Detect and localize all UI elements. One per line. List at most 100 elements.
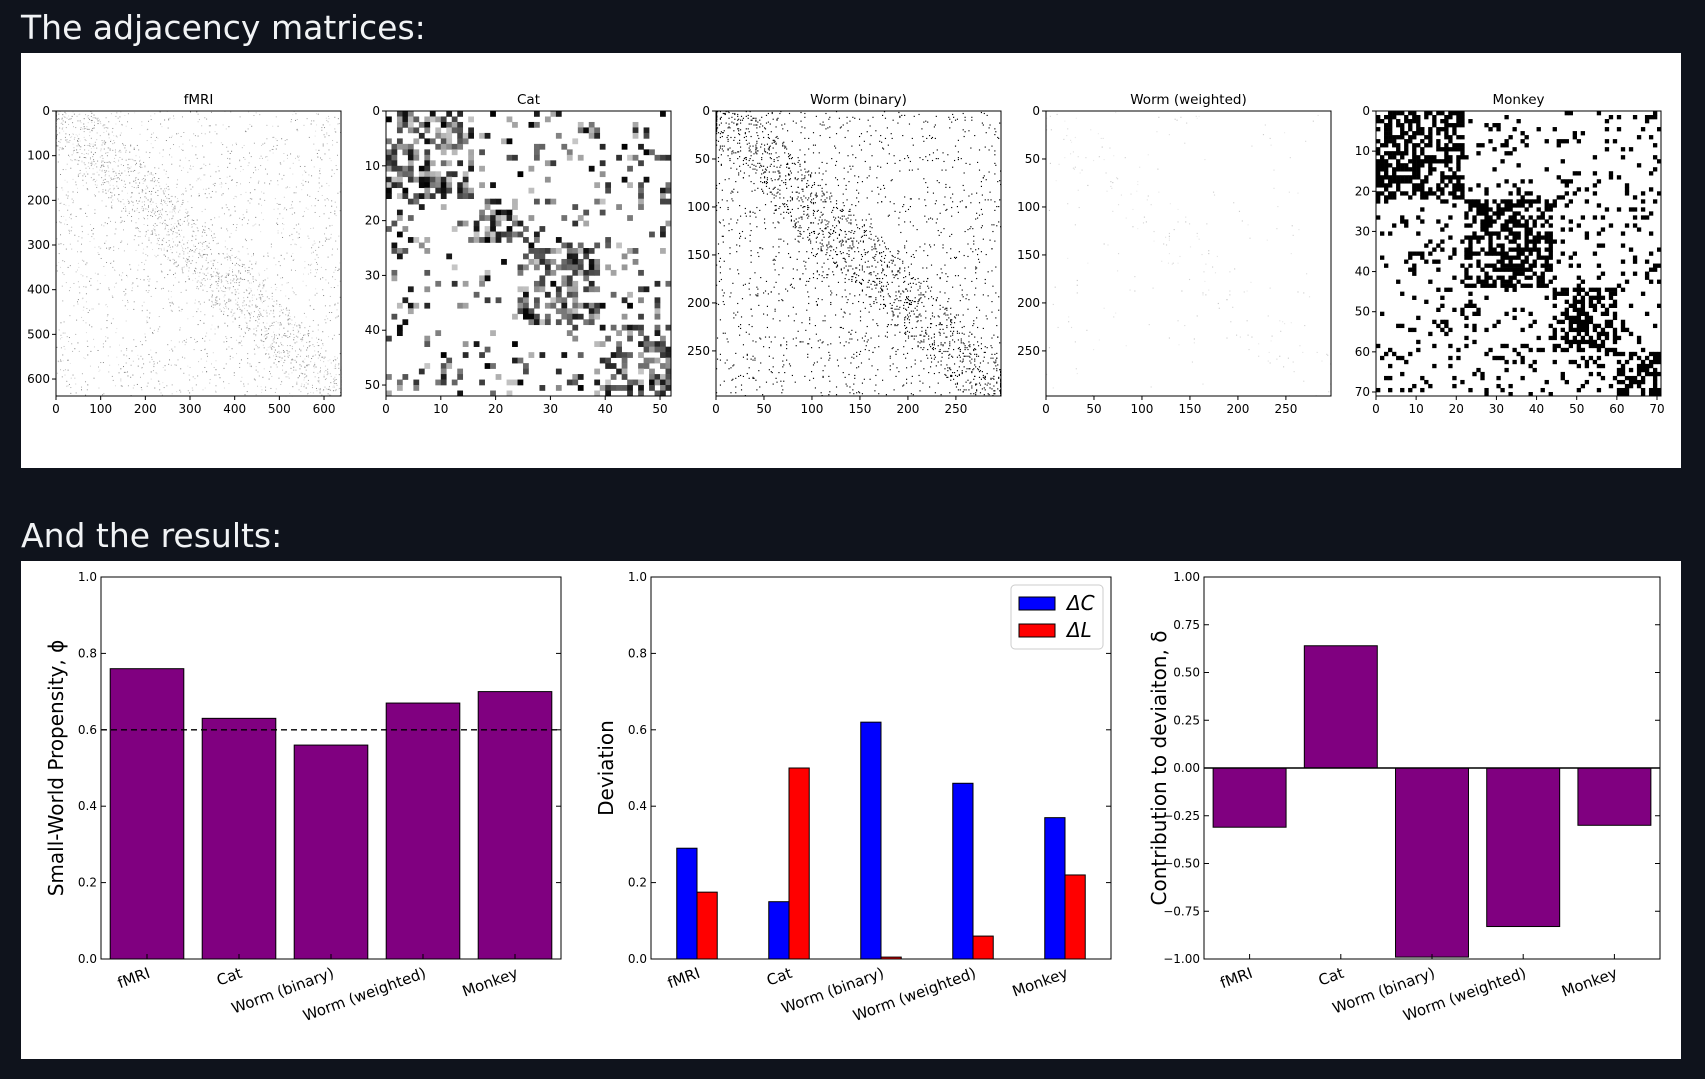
matrix-cell bbox=[721, 132, 723, 134]
matrix-cell bbox=[272, 125, 274, 127]
matrix-cell bbox=[218, 280, 220, 282]
matrix-cell bbox=[809, 323, 811, 325]
matrix-cell bbox=[457, 187, 464, 194]
matrix-cell bbox=[246, 327, 248, 329]
matrix-cell bbox=[276, 140, 278, 142]
matrix-cell bbox=[869, 125, 871, 127]
matrix-cell bbox=[67, 359, 69, 361]
matrix-cell bbox=[594, 341, 601, 347]
matrix-cell bbox=[764, 204, 767, 206]
matrix-cell bbox=[665, 385, 672, 391]
matrix-cell bbox=[863, 271, 865, 273]
matrix-cell bbox=[85, 394, 87, 396]
matrix-cell bbox=[808, 257, 810, 259]
matrix-cell bbox=[318, 381, 320, 383]
matrix-cell bbox=[81, 237, 83, 239]
matrix-cell bbox=[566, 275, 573, 282]
matrix-cell bbox=[759, 162, 761, 164]
matrix-cell bbox=[194, 224, 196, 226]
matrix-cell bbox=[173, 284, 175, 286]
matrix-cell bbox=[210, 142, 212, 144]
matrix-cell bbox=[517, 231, 524, 238]
matrix-cell bbox=[451, 149, 458, 156]
matrix-cell bbox=[154, 226, 156, 228]
matrix-cell bbox=[213, 260, 215, 262]
matrix-cell bbox=[446, 127, 453, 134]
matrix-cell bbox=[935, 200, 937, 202]
matrix-cell bbox=[238, 272, 240, 274]
matrix-cell bbox=[311, 384, 313, 386]
matrix-cell bbox=[85, 301, 87, 303]
matrix-cell bbox=[337, 270, 339, 272]
matrix-cell bbox=[206, 234, 208, 236]
matrix-cell bbox=[102, 343, 104, 345]
matrix-cell bbox=[150, 115, 152, 117]
matrix-cell bbox=[289, 351, 291, 353]
matrix-cell bbox=[106, 247, 108, 249]
matrix-cell bbox=[173, 115, 175, 117]
matrix-cell bbox=[114, 161, 116, 163]
matrix-cell bbox=[435, 132, 442, 139]
matrix-cell bbox=[737, 191, 739, 193]
matrix-cell bbox=[727, 111, 729, 113]
matrix-cell bbox=[317, 324, 319, 326]
matrix-cell bbox=[102, 191, 104, 193]
matrix-cell bbox=[189, 250, 191, 252]
matrix-cell bbox=[266, 156, 268, 158]
matrix-cell bbox=[176, 266, 178, 268]
matrix-cell bbox=[150, 378, 152, 380]
matrix-cell bbox=[201, 211, 203, 213]
matrix-cell bbox=[544, 302, 551, 309]
matrix-cell bbox=[402, 111, 409, 117]
matrix-cell bbox=[170, 201, 172, 203]
matrix-cell bbox=[317, 190, 319, 192]
matrix-cell bbox=[241, 312, 243, 314]
matrix-cell bbox=[265, 156, 267, 158]
matrix-cell bbox=[123, 220, 125, 222]
matrix-cell bbox=[528, 165, 535, 172]
matrix-cell bbox=[849, 245, 851, 247]
matrix-cell bbox=[844, 258, 846, 260]
matrix-cell bbox=[627, 379, 633, 386]
matrix-cell bbox=[583, 209, 590, 216]
matrix-cell bbox=[192, 279, 194, 281]
matrix-cell bbox=[190, 337, 192, 339]
matrix-cell bbox=[605, 187, 612, 194]
matrix-cell bbox=[154, 232, 156, 234]
matrix-cell bbox=[495, 198, 502, 205]
matrix-cell bbox=[303, 384, 305, 386]
matrix-cell bbox=[216, 271, 218, 273]
matrix-cell bbox=[177, 211, 179, 213]
matrix-cell bbox=[296, 356, 298, 358]
matrix-cell bbox=[121, 123, 123, 125]
matrix-cell bbox=[893, 277, 895, 279]
matrix-cell bbox=[746, 372, 748, 375]
matrix-cell bbox=[243, 383, 245, 385]
matrix-cell bbox=[260, 296, 262, 298]
matrix-cell bbox=[151, 180, 153, 182]
matrix-cell bbox=[122, 143, 124, 145]
matrix-cell bbox=[555, 264, 562, 271]
matrix-cell bbox=[998, 377, 1000, 379]
matrix-cell bbox=[85, 175, 87, 177]
matrix-cell bbox=[103, 393, 105, 395]
matrix-cell bbox=[649, 379, 655, 386]
matrix-cell bbox=[970, 147, 972, 149]
matrix-cell bbox=[181, 169, 183, 171]
matrix-cell bbox=[291, 233, 293, 235]
matrix-cell bbox=[814, 194, 816, 196]
matrix-cell bbox=[248, 328, 250, 330]
matrix-cell bbox=[196, 219, 198, 221]
matrix-cell bbox=[69, 287, 71, 289]
matrix-cell bbox=[124, 186, 126, 188]
matrix-cell bbox=[320, 388, 322, 390]
matrix-cell bbox=[223, 387, 225, 389]
matrix-cell bbox=[921, 330, 923, 332]
matrix-cell bbox=[922, 135, 924, 138]
matrix-cell bbox=[75, 181, 77, 183]
matrix-cell bbox=[322, 331, 324, 333]
matrix-cell bbox=[117, 165, 119, 167]
matrix-cell bbox=[946, 324, 948, 327]
matrix-cell bbox=[126, 274, 128, 276]
matrix-cell bbox=[216, 287, 218, 289]
